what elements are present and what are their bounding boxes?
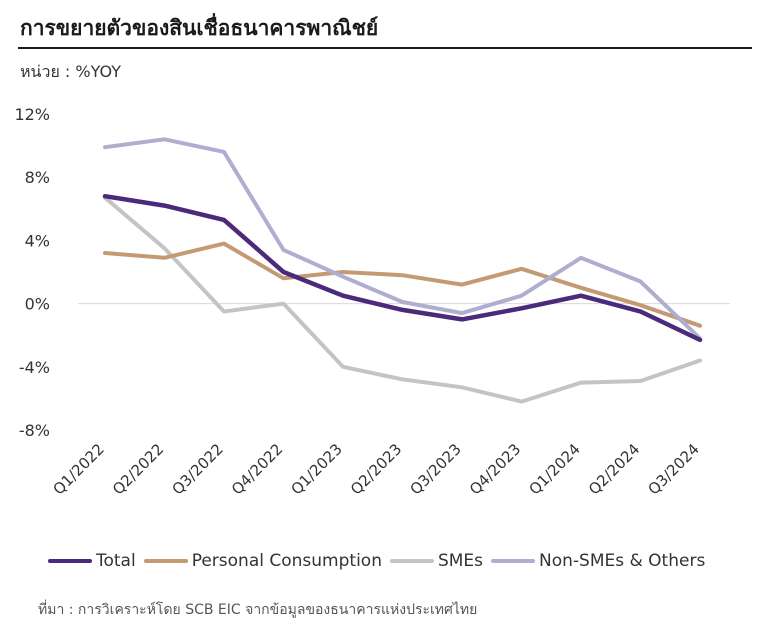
legend-item-smes: SMEs <box>389 551 484 571</box>
legend-label-total: Total <box>96 551 136 571</box>
x-tick-label: Q3/2024 <box>644 440 702 498</box>
legend-item-personal-consumption: Personal Consumption <box>143 551 382 571</box>
x-tick-label: Q1/2024 <box>525 440 583 498</box>
x-tick-label: Q3/2023 <box>406 440 464 498</box>
y-tick-label: -4% <box>19 358 50 377</box>
legend: Total Personal Consumption SMEs Non-SMEs… <box>48 551 713 571</box>
title-divider <box>18 47 752 49</box>
x-tick-label: Q2/2022 <box>109 440 167 498</box>
y-tick-label: 0% <box>25 295 50 314</box>
legend-label-personal-consumption: Personal Consumption <box>191 551 382 571</box>
y-tick-label: -8% <box>19 421 50 440</box>
line-chart: 12%8%4%0%-4%-8%Q1/2022 Q2/2022 Q3/2022 Q4/2… <box>14 105 730 498</box>
x-tick-label: Q2/2024 <box>585 440 643 498</box>
x-tick-label: Q3/2022 <box>168 440 226 498</box>
series-line-smes <box>103 195 702 404</box>
x-tick-label: Q2/2023 <box>347 440 405 498</box>
legend-label-non-smes: Non-SMEs & Others <box>539 551 706 571</box>
series-line-personal-consumption <box>103 241 702 328</box>
legend-item-non-smes: Non-SMEs & Others <box>491 551 705 571</box>
y-tick-label: 8% <box>25 168 50 187</box>
series-line-total <box>102 193 703 343</box>
source-note: ที่มา : การวิเคราะห์โดย SCB EIC จากข้อมู… <box>38 602 478 618</box>
y-tick-label: 4% <box>25 231 50 250</box>
series-line-non-smes-others <box>103 137 702 341</box>
x-tick-label: Q4/2022 <box>228 440 286 498</box>
legend-swatch-personal-consumption <box>143 559 188 563</box>
chart-title: การขยายตัวของสินเชื่อธนาคารพาณิชย์ <box>20 16 379 40</box>
legend-item-total: Total <box>48 551 136 571</box>
x-tick-label: Q1/2022 <box>49 440 107 498</box>
x-tick-label: Q4/2023 <box>466 440 524 498</box>
y-tick-label: 12% <box>14 105 50 124</box>
legend-swatch-total <box>48 559 92 563</box>
legend-swatch-non-smes <box>491 559 536 563</box>
legend-swatch-smes <box>389 559 434 563</box>
legend-label-smes: SMEs <box>437 551 484 571</box>
unit-label: หน่วย : %YOY <box>20 62 121 81</box>
x-tick-label: Q1/2023 <box>287 440 345 498</box>
